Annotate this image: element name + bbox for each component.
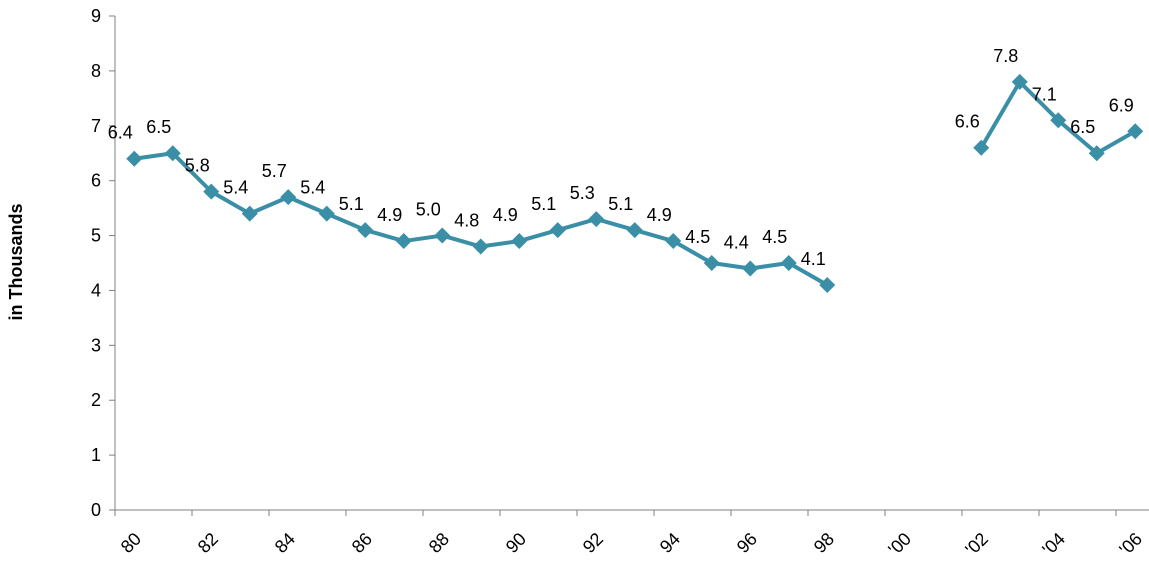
data-point-marker — [1127, 123, 1144, 140]
data-point-marker — [588, 211, 605, 228]
data-label: 5.4 — [300, 178, 325, 198]
data-point-marker — [203, 183, 220, 200]
data-label: 7.1 — [1032, 84, 1057, 104]
x-tick-label: '04 — [1038, 529, 1069, 560]
data-label: 4.9 — [377, 205, 402, 225]
data-label: 4.4 — [724, 232, 749, 252]
data-label: 4.8 — [454, 211, 479, 231]
data-label: 5.3 — [570, 183, 595, 203]
data-label: 5.1 — [531, 194, 556, 214]
data-point-marker — [549, 222, 566, 239]
data-label: 6.6 — [955, 112, 980, 132]
y-tick-label: 5 — [91, 226, 101, 246]
data-point-marker — [819, 276, 836, 293]
data-label: 6.9 — [1109, 95, 1134, 115]
data-point-marker — [511, 233, 528, 250]
chart-axes — [114, 16, 1149, 511]
y-tick-label: 4 — [91, 280, 101, 300]
y-tick-label: 3 — [91, 335, 101, 355]
y-tick-label: 6 — [91, 171, 101, 191]
y-tick-label: 9 — [91, 6, 101, 26]
x-tick-label: 98 — [810, 529, 838, 557]
data-label: 4.5 — [685, 227, 710, 247]
data-label: 4.5 — [762, 227, 787, 247]
data-point-marker — [126, 150, 143, 167]
data-point-marker — [1011, 73, 1028, 90]
x-tick-label: 84 — [271, 529, 299, 557]
data-label: 6.5 — [1070, 117, 1095, 137]
y-axis-ticks: 0 1 2 3 4 5 6 7 8 9 — [91, 6, 115, 520]
x-tick-label: 80 — [117, 529, 145, 557]
series-points — [126, 73, 1144, 293]
data-labels: 6.4 6.5 5.8 5.4 5.7 5.4 5.1 4.9 5.0 4.8 4.9 5.1 5.3 5… — [108, 46, 1134, 269]
y-tick-label: 1 — [91, 445, 101, 465]
data-point-marker — [395, 233, 412, 250]
x-tick-label: 96 — [733, 529, 761, 557]
x-tick-label: '06 — [1115, 529, 1146, 560]
y-tick-label: 8 — [91, 61, 101, 81]
data-point-marker — [1050, 112, 1067, 129]
data-point-marker — [1088, 145, 1105, 162]
data-label: 4.9 — [493, 205, 518, 225]
data-point-marker — [280, 189, 297, 206]
y-axis-label: in Thousands — [6, 204, 26, 321]
x-tick-label: 94 — [656, 529, 684, 557]
x-tick-label: 86 — [348, 529, 376, 557]
x-tick-label: '00 — [884, 529, 915, 560]
data-label: 5.7 — [262, 161, 287, 181]
data-point-marker — [742, 260, 759, 277]
data-label: 6.5 — [146, 117, 171, 137]
data-point-marker — [626, 222, 643, 239]
data-point-marker — [780, 255, 797, 271]
data-label: 7.8 — [993, 46, 1018, 66]
y-tick-label: 0 — [91, 500, 101, 520]
y-tick-label: 7 — [91, 116, 101, 136]
x-tick-label: 92 — [579, 529, 607, 557]
data-point-marker — [665, 233, 682, 250]
data-point-marker — [703, 255, 720, 271]
y-tick-label: 2 — [91, 390, 101, 410]
data-point-marker — [241, 205, 258, 222]
data-label: 6.4 — [108, 123, 133, 143]
x-tick-label: '02 — [961, 529, 992, 560]
data-label: 5.1 — [608, 194, 633, 214]
x-tick-label: 82 — [194, 529, 222, 557]
data-label: 5.1 — [339, 194, 364, 214]
x-axis-ticks: 80 82 84 86 88 90 92 94 96 98 '00 '02 '04 '06 — [114, 510, 1146, 560]
data-point-marker — [434, 227, 451, 244]
data-label: 4.1 — [801, 249, 826, 269]
data-point-marker — [357, 222, 374, 239]
data-label: 5.4 — [223, 178, 248, 198]
x-tick-label: 90 — [502, 529, 530, 557]
data-point-marker — [472, 238, 489, 255]
series-line-segment — [133, 151, 829, 287]
data-point-marker — [318, 205, 335, 222]
data-label: 5.8 — [185, 156, 210, 176]
series-lines — [133, 79, 1137, 287]
data-point-marker — [164, 145, 181, 162]
data-label: 5.0 — [416, 200, 441, 220]
data-point-marker — [973, 139, 990, 156]
data-label: 4.9 — [647, 205, 672, 225]
x-tick-label: 88 — [425, 529, 453, 557]
